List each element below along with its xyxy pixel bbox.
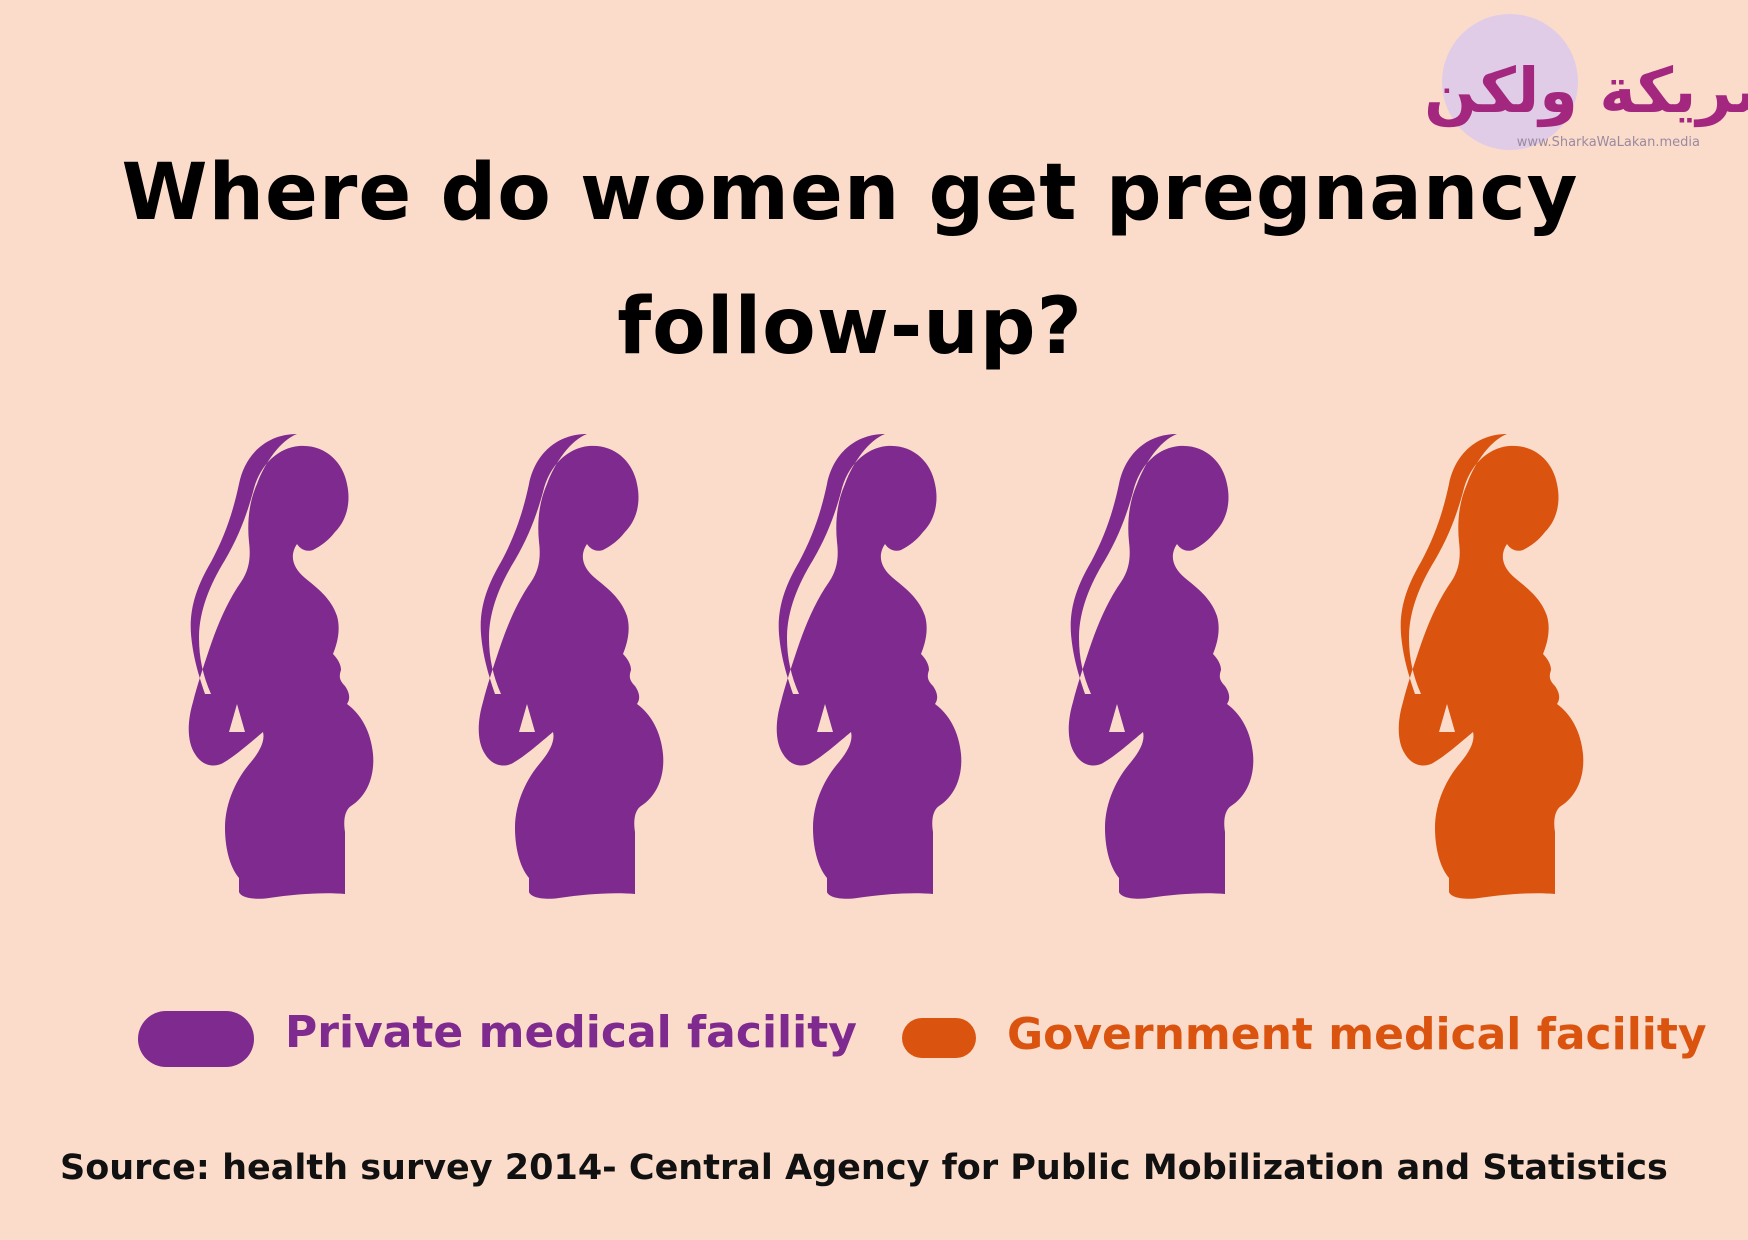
chart-title-line-1: Where do women get pregnancy xyxy=(121,148,1579,238)
logo-wordmark: شريكة ولكن xyxy=(1424,54,1748,127)
logo-url-text: www.SharkaWaLakan.media xyxy=(1517,135,1700,150)
legend-swatch-government xyxy=(902,1018,976,1058)
sharika-walakin-logo: شريكة ولكن www.SharkaWaLakan.media xyxy=(1424,14,1748,150)
source-note: Source: health survey 2014- Central Agen… xyxy=(60,1148,1668,1188)
legend-swatch-private xyxy=(138,1011,254,1067)
legend-label-government: Government medical facility xyxy=(1007,1009,1707,1060)
chart-title-line-2: follow-up? xyxy=(617,282,1083,372)
legend-label-private: Private medical facility xyxy=(285,1007,857,1058)
